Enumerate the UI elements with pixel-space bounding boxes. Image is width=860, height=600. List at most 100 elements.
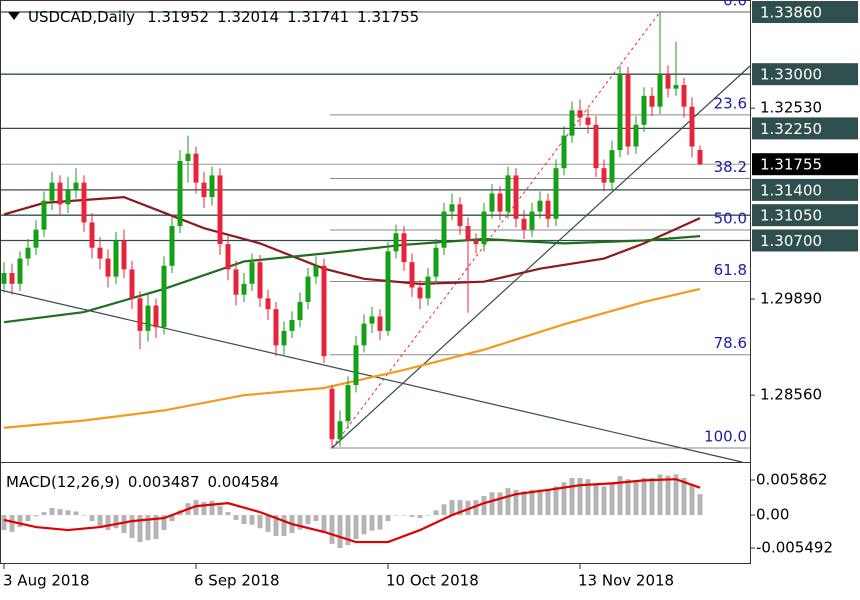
- candle-body: [201, 182, 207, 198]
- macd-bar: [481, 495, 487, 516]
- candle-body: [337, 421, 343, 440]
- axis-layer: 1.32530 1.29890 1.28560 1.33860 1.33000 1.322…: [3, 0, 858, 590]
- candle-body: [689, 106, 695, 147]
- candle-body: [89, 222, 95, 248]
- macd-bar: [449, 500, 455, 516]
- macd-bar: [49, 507, 55, 516]
- candle-body: [233, 269, 239, 295]
- macd-header: MACD(12,26,9) 0.003487 0.004584: [6, 473, 279, 491]
- macd-bar: [561, 482, 567, 516]
- macd-bar: [569, 477, 575, 516]
- macd-bar: [129, 515, 135, 538]
- fib-level-label: 0.0: [723, 0, 747, 10]
- macd-bar: [529, 489, 535, 516]
- level-label: 1.31050: [760, 207, 822, 225]
- candle-body: [25, 247, 31, 259]
- candle-body: [297, 301, 303, 321]
- candle-body: [185, 153, 191, 161]
- level-label-box: [752, 1, 858, 24]
- macd-bar: [265, 515, 271, 532]
- candle-body: [177, 160, 183, 227]
- candle-body: [73, 182, 79, 190]
- macd-bar: [657, 474, 663, 516]
- candle-body: [657, 74, 663, 107]
- fib-level-label: 61.8: [714, 261, 747, 279]
- candle-body: [617, 74, 623, 151]
- macd-bar: [201, 501, 207, 516]
- candle-body: [97, 247, 103, 259]
- moving-average-line: [3, 235, 701, 324]
- candle-body: [481, 211, 487, 245]
- macd-bar: [97, 515, 103, 526]
- candle-body: [129, 269, 135, 299]
- macd-bar: [665, 475, 671, 516]
- macd-bar: [593, 483, 599, 516]
- open-value: 1.31952: [147, 8, 209, 26]
- high-value: 1.32014: [217, 8, 279, 26]
- candle-body: [449, 204, 455, 212]
- candle-body: [609, 150, 615, 183]
- candle-body: [585, 117, 591, 125]
- y-tick-label: 1.32530: [760, 99, 822, 117]
- macd-bar: [585, 479, 591, 516]
- macd-bar: [601, 486, 607, 516]
- macd-bar: [329, 515, 335, 544]
- macd-bar: [241, 515, 247, 525]
- macd-bar: [441, 504, 447, 516]
- x-tick-label: 6 Sep 2018: [194, 572, 280, 590]
- macd-bar: [153, 515, 159, 540]
- macd-bar: [113, 515, 119, 529]
- menu-triangle[interactable]: [8, 12, 20, 20]
- candle-body: [217, 175, 223, 245]
- last-price-box: [752, 153, 858, 176]
- candle-body: [369, 316, 375, 324]
- level-label-box: [752, 117, 858, 140]
- candle-body: [425, 276, 431, 299]
- candle-body: [121, 240, 127, 270]
- macd-bar: [377, 515, 383, 530]
- macd-bar: [617, 476, 623, 516]
- macd-bar: [193, 500, 199, 516]
- macd-bar: [401, 515, 407, 516]
- macd-bar: [209, 500, 215, 516]
- candle-body: [641, 95, 647, 125]
- candle-body: [537, 200, 543, 212]
- candle-body: [377, 316, 383, 331]
- macd-bar: [417, 515, 423, 519]
- macd-bar: [545, 489, 551, 516]
- macd-bar: [473, 500, 479, 516]
- fib-level-label: 38.2: [714, 158, 747, 176]
- candle-body: [1, 273, 7, 284]
- macd-bar: [305, 515, 311, 525]
- macd-bar: [409, 515, 415, 517]
- macd-bar: [81, 515, 87, 516]
- candle-body: [681, 85, 687, 107]
- macd-bar: [137, 515, 143, 543]
- macd-bar: [553, 486, 559, 516]
- macd-bar: [361, 515, 367, 535]
- macd-signal-value: 0.004584: [208, 473, 280, 491]
- candle-body: [545, 200, 551, 219]
- candle-body: [577, 110, 583, 118]
- macd-bar: [625, 479, 631, 516]
- macd-y-tick-label: -0.005492: [756, 538, 833, 556]
- macd-bar: [249, 515, 255, 525]
- macd-bar: [433, 510, 439, 516]
- macd-bar: [257, 515, 263, 529]
- level-label-box: [752, 204, 858, 227]
- candle-body: [257, 262, 263, 299]
- candle-body: [321, 265, 327, 357]
- candle-body: [33, 229, 39, 248]
- macd-bar: [89, 515, 95, 522]
- macd-bar: [489, 492, 495, 516]
- candle-body: [57, 182, 63, 205]
- macd-main-value: 0.003487: [128, 473, 200, 491]
- macd-bar: [673, 474, 679, 516]
- candle-body: [161, 265, 167, 328]
- candle-body: [153, 305, 159, 328]
- candle-body: [273, 309, 279, 346]
- candle-body: [105, 258, 111, 277]
- candle-body: [529, 211, 535, 230]
- level-label: 1.33860: [760, 4, 822, 22]
